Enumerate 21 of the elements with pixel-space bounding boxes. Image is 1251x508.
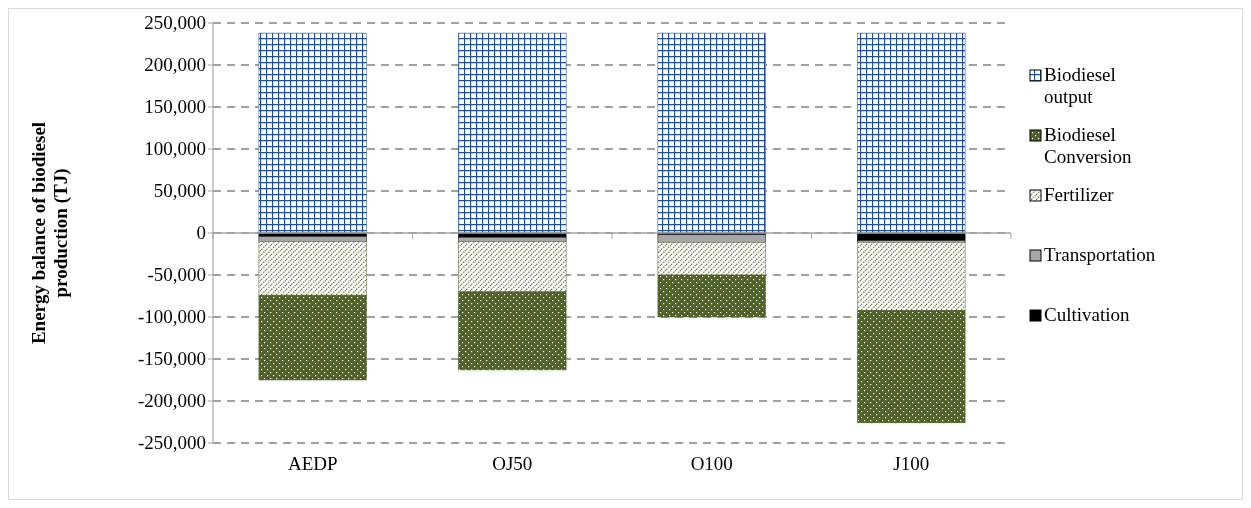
legend-label: Biodiesel output xyxy=(1044,64,1116,107)
y-tick-label: -200,000 xyxy=(137,390,206,412)
legend-label: Cultivation xyxy=(1044,304,1130,325)
y-tick-label: 200,000 xyxy=(144,54,206,76)
y-tick-label: -100,000 xyxy=(137,306,206,328)
legend-label: Fertilizer xyxy=(1044,184,1115,205)
y-tick-label: -150,000 xyxy=(137,348,206,370)
y-tick-label: 100,000 xyxy=(144,138,206,160)
y-tick-label: -50,000 xyxy=(147,264,206,286)
legend-label: Transportation xyxy=(1044,244,1156,265)
legend-label: Biodiesel Conversion xyxy=(1044,124,1133,167)
x-tick-label: O100 xyxy=(690,453,733,474)
y-axis-title: Energy balance of biodiesel production (TJ) xyxy=(28,121,72,345)
x-tick-label: AEDP xyxy=(287,453,338,474)
y-tick-label: 50,000 xyxy=(153,180,206,202)
y-tick-label: 0 xyxy=(196,222,206,244)
x-tick-label: OJ50 xyxy=(492,453,533,474)
y-tick-label: 150,000 xyxy=(144,96,206,118)
y-tick-label: 250,000 xyxy=(144,12,206,34)
y-tick-label: -250,000 xyxy=(137,432,206,454)
x-tick-label: J100 xyxy=(893,453,930,474)
